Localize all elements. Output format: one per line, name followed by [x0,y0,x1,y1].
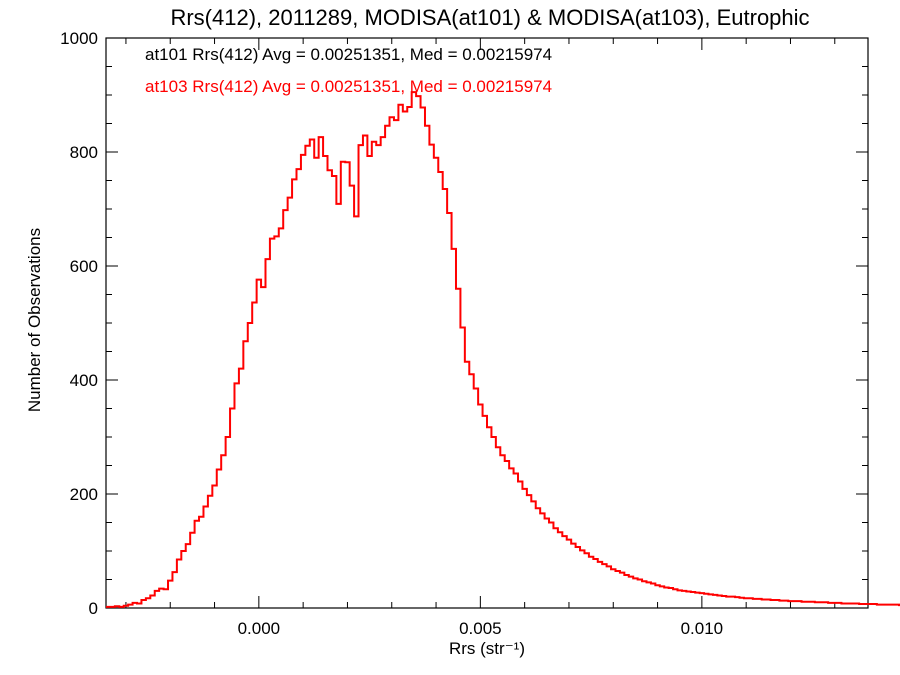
y-tick-label: 0 [89,599,98,618]
y-tick-labels: 0 200 400 600 800 1000 [60,29,98,618]
x-tick-label: 0.005 [459,619,502,638]
legend-line-2: at103 Rrs(412) Avg = 0.00251351, Med = 0… [145,77,552,96]
plot-frame [105,37,869,609]
legend-line-1: at101 Rrs(412) Avg = 0.00251351, Med = 0… [145,45,552,64]
axis-ticks [106,37,868,609]
x-tick-label: 0.000 [238,619,281,638]
chart-title: Rrs(412), 2011289, MODISA(at101) & MODIS… [170,5,809,30]
x-tick-label: 0.010 [681,619,724,638]
y-tick-label: 1000 [60,29,98,48]
y-axis-label: Number of Observations [25,228,44,412]
x-axis-label: Rrs (str⁻¹) [449,639,525,658]
histogram-series [106,91,900,608]
x-tick-labels: 0.000 0.005 0.010 [238,619,724,638]
y-tick-label: 600 [70,257,98,276]
y-tick-label: 800 [70,143,98,162]
y-tick-label: 400 [70,371,98,390]
y-tick-label: 200 [70,485,98,504]
